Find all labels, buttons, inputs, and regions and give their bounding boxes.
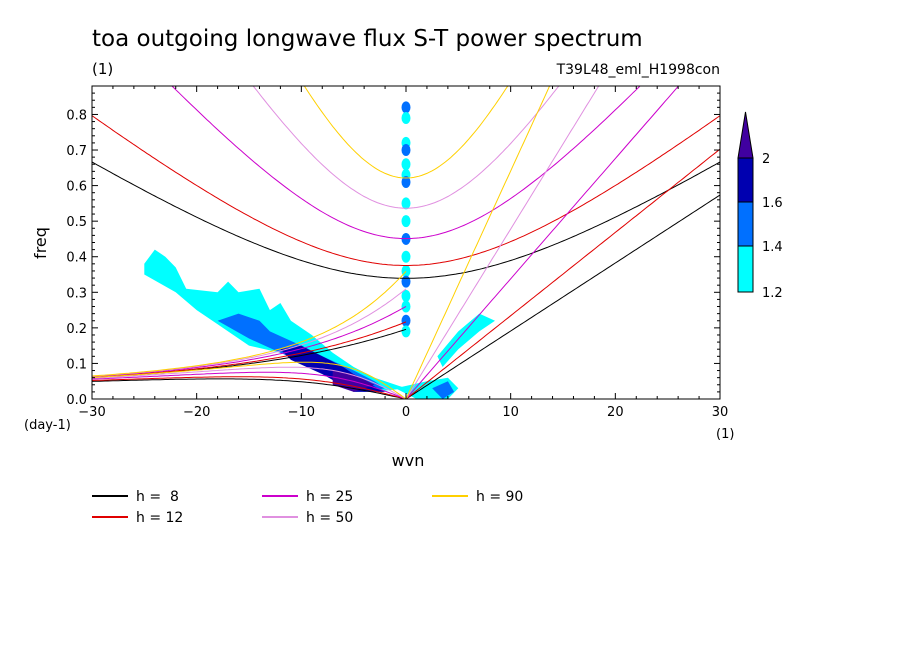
- dispersion-curve: [405, 86, 680, 399]
- chart-subtitle-right: T39L48_eml_H1998con: [556, 62, 720, 78]
- contour-spot: [401, 197, 411, 210]
- colorbar-level-label: 1.6: [762, 196, 783, 211]
- dispersion-curve: [405, 86, 600, 399]
- x-tick-label: −20: [183, 405, 210, 420]
- y-tick-label: 0.5: [66, 215, 87, 230]
- contour-spot: [401, 325, 411, 338]
- y-tick-label: 0.1: [66, 357, 87, 372]
- y-tick-label: 0.6: [66, 180, 87, 195]
- x-unit-label: (1): [716, 427, 734, 442]
- legend-label: h = 50: [306, 510, 353, 526]
- contour-spot: [401, 101, 411, 114]
- contour-spot: [401, 112, 411, 125]
- contour-region: [144, 249, 407, 392]
- dispersion-curve: [92, 366, 407, 399]
- x-axis-label: wvn: [392, 451, 425, 470]
- colorbar-segment: [737, 245, 754, 293]
- contour-spot: [401, 144, 411, 157]
- y-tick-label: 0.8: [66, 108, 87, 123]
- colorbar-level-label: 1.4: [762, 240, 783, 255]
- dispersion-curve: [92, 161, 720, 279]
- contour-spot: [401, 275, 411, 288]
- colorbar-segment: [737, 157, 754, 203]
- y-tick-label: 0.2: [66, 322, 87, 337]
- dispersion-curve: [405, 194, 720, 399]
- contour-spot: [401, 250, 411, 263]
- legend: h = 8 h = 12 h = 25 h = 50 h = 90: [92, 489, 523, 526]
- dispersion-curve: [92, 376, 407, 399]
- contour-spot: [401, 158, 411, 171]
- axes: −30 −20 −10 0 10 20 30 0.0 0.1 0.2 0.3 0.4 0.5 0.6 0.7…: [66, 86, 728, 420]
- contour-spot: [401, 215, 411, 228]
- legend-label: h = 90: [476, 489, 523, 505]
- contour-fill-layer: [144, 101, 495, 399]
- y-tick-label: 0.3: [66, 286, 87, 301]
- y-unit-label: (day-1): [24, 418, 71, 433]
- colorbar-segment: [737, 201, 754, 247]
- chart-subtitle-left: (1): [92, 60, 113, 78]
- contour-spot: [401, 176, 411, 189]
- legend-label: h = 12: [136, 510, 183, 526]
- colorbar-level-label: 1.2: [762, 286, 783, 301]
- contour-spot: [401, 289, 411, 302]
- y-axis-label: freq: [31, 227, 50, 259]
- x-tick-label: 0: [402, 405, 410, 420]
- colorbar: 1.2 1.4 1.6 2: [737, 111, 783, 301]
- dispersion-curve: [303, 86, 509, 179]
- dispersion-curve: [405, 86, 551, 399]
- y-tick-label: 0.4: [66, 251, 87, 266]
- dispersion-curves: [92, 86, 720, 399]
- dispersion-curve: [92, 115, 720, 266]
- dispersion-curve: [92, 371, 407, 399]
- dispersion-curve: [171, 86, 641, 240]
- dispersion-curve: [92, 321, 407, 378]
- x-tick-label: 20: [607, 405, 624, 420]
- legend-label: h = 8: [136, 489, 179, 505]
- dispersion-curve: [252, 86, 560, 209]
- y-tick-label: 0.7: [66, 144, 87, 159]
- legend-label: h = 25: [306, 489, 353, 505]
- contour-region: [437, 313, 495, 367]
- x-tick-label: 10: [502, 405, 519, 420]
- colorbar-level-label: 2: [762, 152, 770, 167]
- dispersion-curve: [92, 378, 407, 399]
- colorbar-extend-arrow: [737, 111, 754, 159]
- contour-region: [432, 381, 455, 399]
- dispersion-curve: [405, 148, 720, 399]
- contour-spot: [401, 314, 411, 327]
- x-tick-label: −30: [78, 405, 105, 420]
- y-tick-label: 0.0: [66, 393, 87, 408]
- dispersion-curve: [92, 271, 407, 377]
- x-tick-label: −10: [288, 405, 315, 420]
- dispersion-curve: [92, 361, 407, 399]
- x-tick-label: 30: [712, 405, 729, 420]
- chart-title: toa outgoing longwave flux S-T power spe…: [92, 26, 643, 52]
